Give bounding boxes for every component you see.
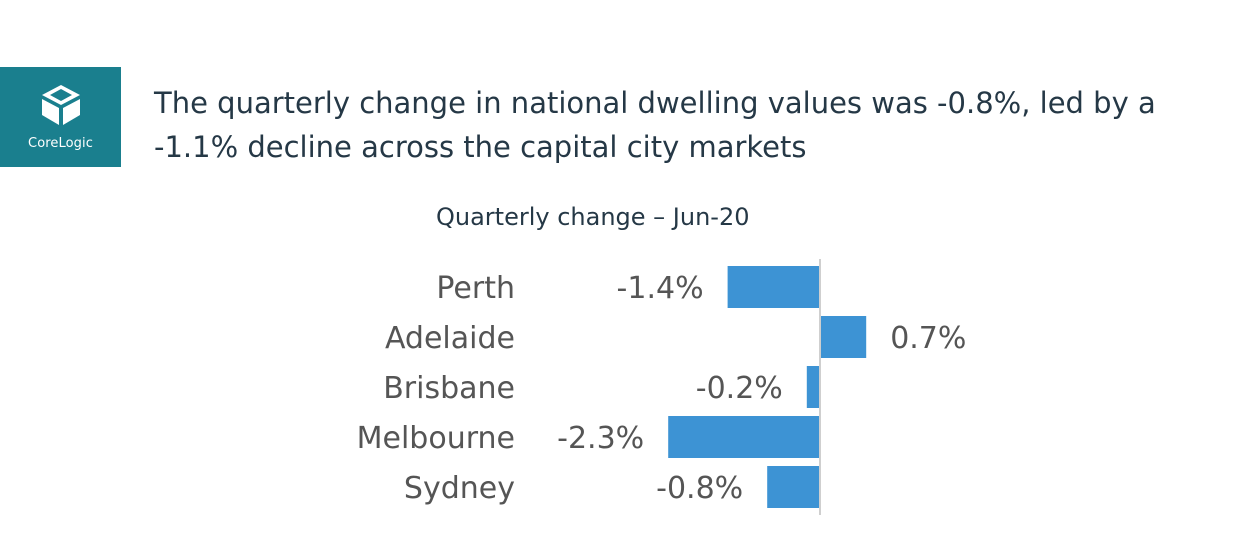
category-label-sydney: Sydney xyxy=(404,471,515,506)
bar-perth xyxy=(727,266,820,308)
value-label-perth: -1.4% xyxy=(617,271,704,306)
category-label-brisbane: Brisbane xyxy=(383,371,515,406)
headline: The quarterly change in national dwellin… xyxy=(154,86,1156,164)
bar-sydney xyxy=(767,466,820,508)
value-label-sydney: -0.8% xyxy=(656,471,743,506)
logo-wordmark: CoreLogic xyxy=(28,136,93,151)
category-label-adelaide: Adelaide xyxy=(385,321,515,356)
chart-title: Quarterly change – Jun-20 xyxy=(436,203,750,231)
bar-melbourne xyxy=(668,416,820,458)
corelogic-logo: CoreLogic xyxy=(0,67,121,167)
value-label-brisbane: -0.2% xyxy=(696,371,783,406)
bar-adelaide xyxy=(820,316,867,358)
bar-brisbane xyxy=(806,366,820,408)
value-label-melbourne: -2.3% xyxy=(557,421,644,456)
value-label-adelaide: 0.7% xyxy=(890,321,966,356)
corelogic-mark-icon xyxy=(42,85,80,125)
category-label-melbourne: Melbourne xyxy=(357,421,515,456)
category-label-perth: Perth xyxy=(436,271,515,306)
